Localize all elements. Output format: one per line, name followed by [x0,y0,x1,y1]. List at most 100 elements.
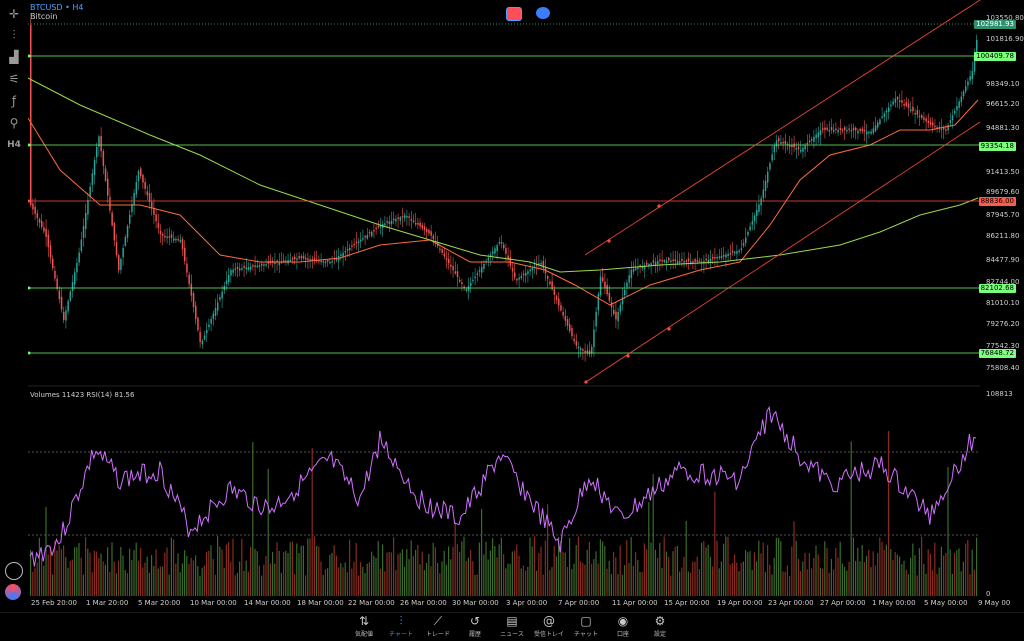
nav-item[interactable]: ◉ 口座 [603,614,643,638]
candle-body [703,261,705,264]
volume-bar [157,568,159,596]
crosshair-icon[interactable]: ✛ [8,7,20,21]
candle-body [905,102,908,107]
candle-body [910,109,912,112]
candle-body [505,248,507,254]
candle-body [296,258,298,261]
function-icon[interactable]: ƒ [11,94,17,108]
indicators-icon[interactable]: ▟ [9,50,19,64]
candle-body [247,267,250,270]
volume-bar [784,571,786,596]
volume-bar [445,564,447,596]
candle-body [397,217,399,219]
volume-bar [47,554,49,596]
candle-body [175,238,177,241]
account-color-icon[interactable] [5,584,21,600]
nav-item[interactable]: ⫶ チャート [381,614,421,638]
volume-bar [166,547,168,596]
volume-bar [516,544,518,596]
volume-bar [230,561,232,596]
nav-item[interactable]: ↺ 履歴 [455,614,495,638]
candle-body [87,199,89,215]
volume-bar [575,545,577,596]
refresh-icon[interactable] [5,562,23,580]
volume-bar [855,560,857,596]
channel-handle [607,239,611,243]
volume-bar [910,557,912,596]
volume-bar [663,536,665,596]
nav-item[interactable]: ⇅ 気配値 [344,614,384,638]
candle-body [234,268,237,271]
candle-body [745,237,747,244]
candle-body [813,136,815,142]
candle-body [236,266,239,269]
volume-bar [604,546,606,596]
nav-item[interactable]: ▢ チャット [566,614,606,638]
volume-bar [949,549,951,596]
volume-bar [877,553,879,596]
candle-body [428,229,430,234]
volume-bar [960,571,962,596]
candle-body [151,201,153,209]
candles-icon[interactable]: ⫶ [12,27,16,42]
candle-body [56,278,58,289]
volume-bar [107,547,109,596]
candle-body [558,298,560,306]
volume-bar [859,561,861,596]
volume-bar [168,574,170,596]
volume-bar [313,536,315,596]
nav-item[interactable]: ▤ ニュース [492,614,532,638]
volume-bar [685,520,687,596]
candle-body [371,231,373,237]
candle-body [872,128,875,134]
chart-mode-icon[interactable] [506,7,522,21]
volume-bar [148,572,150,596]
volume-bar [932,570,934,596]
candle-body [395,218,397,222]
nav-item[interactable]: ⟋ トレード [418,614,458,638]
candle-body [595,311,597,327]
nav-item[interactable]: ⚙ 設定 [640,614,680,638]
volume-bar [269,563,271,596]
volume-bar [454,522,456,596]
left-toolbar: ✛ ⫶ ▟ ⚟ ƒ ⚲ H4 [0,0,28,612]
settings-sliders-icon[interactable]: ⚟ [8,72,20,86]
candle-body [164,235,166,238]
candle-body [126,226,129,238]
channel-handle [584,380,588,384]
candle-body [540,262,542,265]
candle-body [668,257,670,261]
candle-body [124,237,127,246]
candle-body [206,330,208,334]
volume-bar [236,572,238,596]
objects-icon[interactable]: ⚲ [9,116,19,130]
volume-bar [175,563,177,596]
volume-bar [305,575,307,596]
candle-body [580,348,582,350]
candle-body [225,280,228,284]
main-chart[interactable] [0,0,1024,612]
candle-body [331,260,333,263]
volume-bar [969,574,971,596]
nav-item[interactable]: @ 受信トレイ [529,614,569,638]
clock-icon[interactable] [536,7,550,19]
volume-bar [153,566,155,596]
volume-bar [813,558,815,596]
candle-body [929,121,932,125]
candle-body [643,265,646,269]
volume-bar [971,549,973,596]
candle-body [278,261,281,266]
volume-bar [395,570,397,596]
volume-bar [718,568,720,596]
candle-body [778,138,780,142]
candle-body [448,258,450,264]
volume-bar [432,542,434,596]
volume-bar [802,561,804,596]
candle-body [604,281,606,288]
candle-body [976,40,978,58]
volume-bar [883,549,885,596]
volume-bar [162,566,164,596]
volume-bar [544,540,546,596]
volume-bar [219,546,221,596]
timeframe-label[interactable]: H4 [7,140,21,150]
